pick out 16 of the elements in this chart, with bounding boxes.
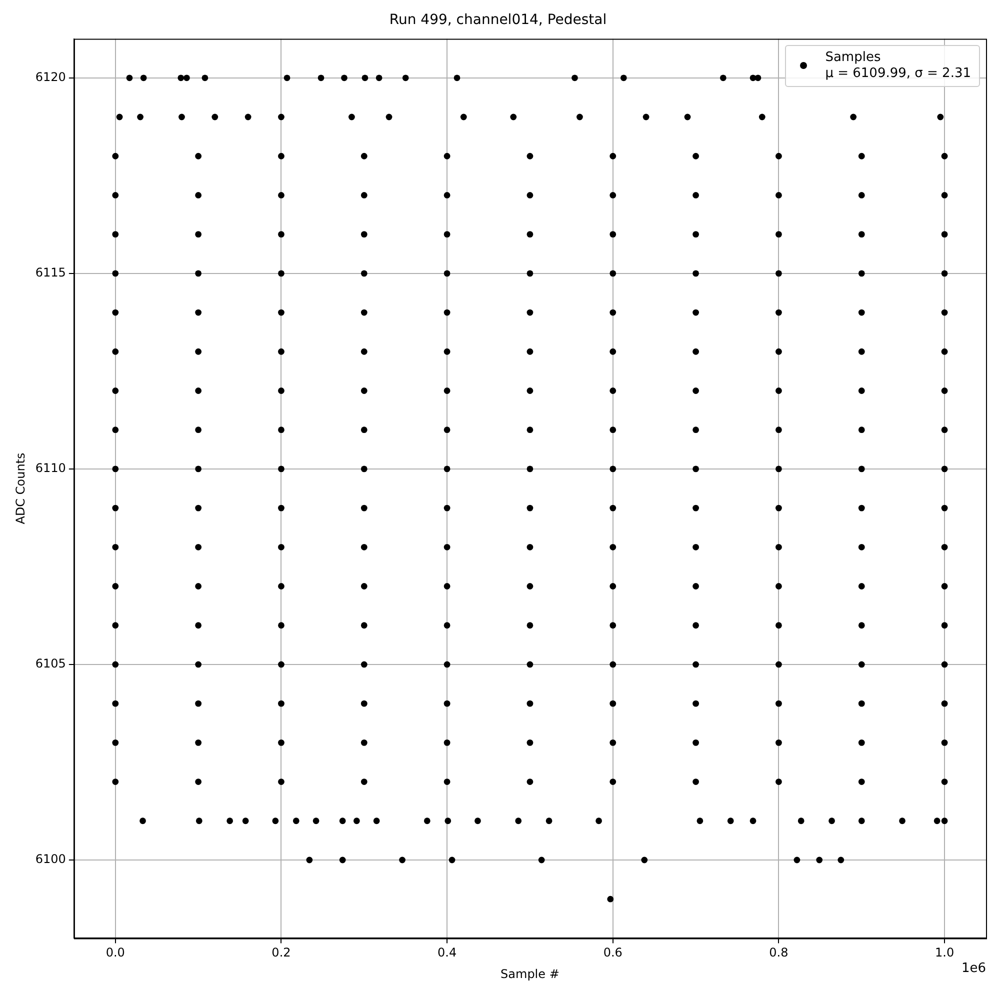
y-tick-label: 6105 <box>35 656 66 671</box>
y-tick-label: 6115 <box>35 266 66 280</box>
legend-label: Samples μ = 6109.99, σ = 2.31 <box>825 50 971 82</box>
text: 1e6 <box>961 961 986 976</box>
y-axis-title: ADC Counts <box>13 452 28 524</box>
x-tick-label: 1.0 <box>934 946 954 960</box>
x-tick-label: 0.6 <box>603 946 622 960</box>
x-tick-label: 0.4 <box>438 946 457 960</box>
x-tick-label: 0.2 <box>272 946 291 960</box>
x-tick-label: 0.8 <box>769 946 788 960</box>
x-tick-label: 0.0 <box>106 946 125 960</box>
y-tick-label: 6120 <box>35 70 66 84</box>
chart-title: Run 499, channel014, Pedestal <box>389 12 607 28</box>
y-tick-label: 6100 <box>35 852 66 866</box>
y-tick-label: 6110 <box>35 461 66 476</box>
x-axis-title: Sample # <box>500 966 560 981</box>
